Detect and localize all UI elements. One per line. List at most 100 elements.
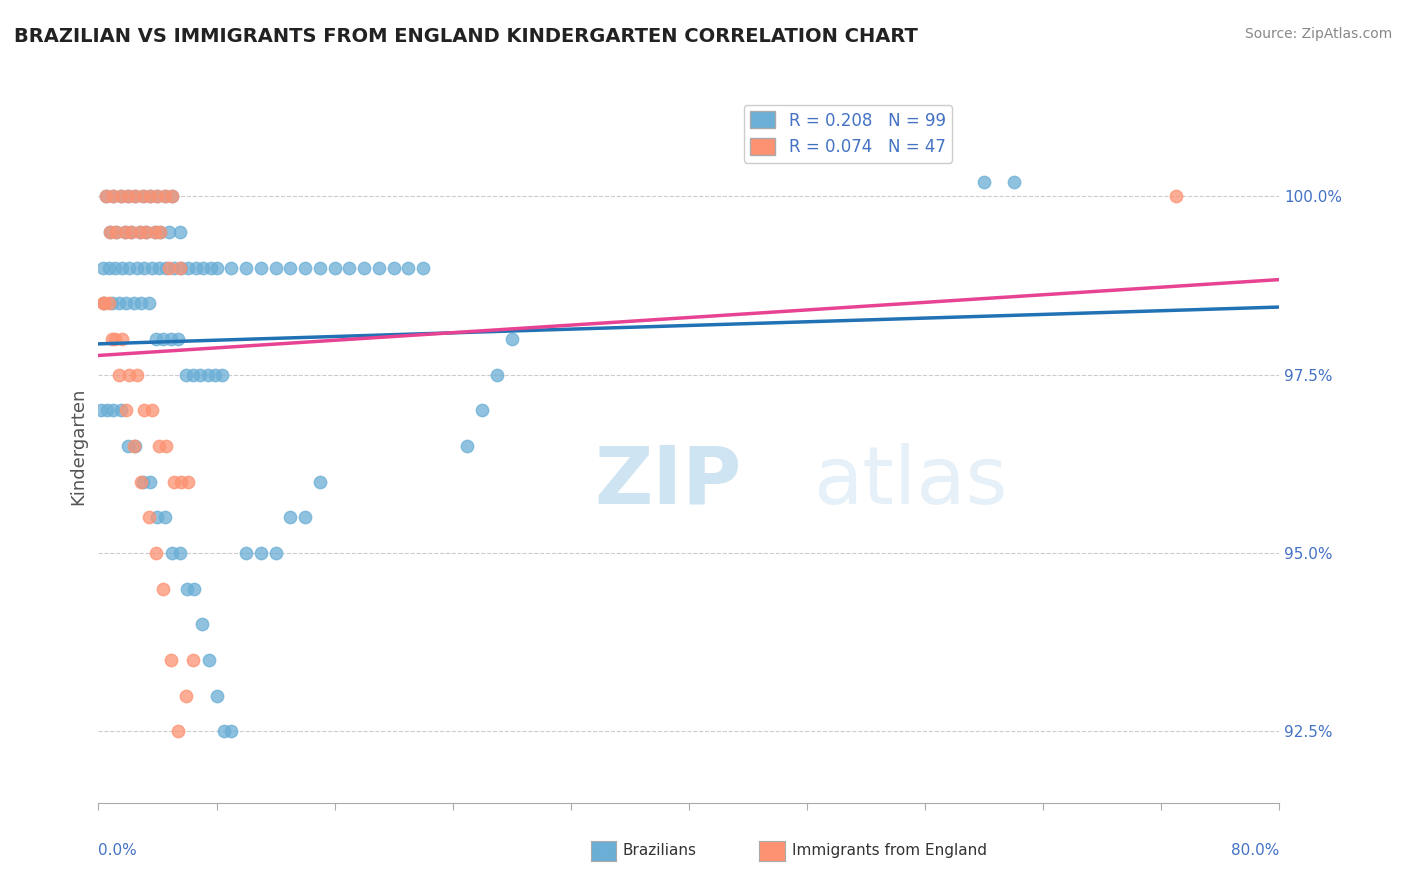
- Point: [177, 260, 200, 275]
- Point: [157, 260, 180, 275]
- Point: [162, 189, 183, 203]
- Point: [152, 582, 174, 596]
- Text: ZIP: ZIP: [595, 442, 742, 521]
- Point: [117, 189, 139, 203]
- Point: [146, 510, 169, 524]
- Point: [205, 689, 228, 703]
- Point: [114, 225, 136, 239]
- Point: [170, 475, 193, 489]
- Point: [157, 225, 180, 239]
- Text: Brazilians: Brazilians: [623, 844, 697, 858]
- Point: [278, 510, 302, 524]
- Point: [93, 296, 115, 310]
- Point: [162, 546, 183, 560]
- Point: [105, 225, 128, 239]
- Point: [110, 189, 132, 203]
- Point: [191, 617, 214, 632]
- Point: [91, 296, 114, 310]
- Point: [91, 260, 114, 275]
- Point: [1164, 189, 1187, 203]
- Point: [212, 724, 235, 739]
- Point: [125, 368, 148, 382]
- Text: 0.0%: 0.0%: [98, 843, 138, 858]
- Point: [159, 653, 181, 667]
- Point: [111, 332, 134, 346]
- Point: [122, 439, 145, 453]
- Point: [412, 260, 434, 275]
- Point: [124, 439, 146, 453]
- Point: [188, 368, 211, 382]
- Point: [132, 189, 155, 203]
- Point: [98, 225, 121, 239]
- Point: [353, 260, 375, 275]
- Point: [155, 260, 177, 275]
- Point: [141, 260, 163, 275]
- Point: [100, 332, 122, 346]
- Point: [120, 225, 142, 239]
- Point: [250, 546, 273, 560]
- Point: [114, 225, 136, 239]
- Point: [124, 189, 146, 203]
- Point: [132, 475, 155, 489]
- Text: atlas: atlas: [813, 442, 1007, 521]
- Point: [129, 475, 152, 489]
- Point: [146, 189, 169, 203]
- Point: [105, 225, 128, 239]
- Point: [90, 403, 112, 417]
- Point: [135, 225, 157, 239]
- Point: [125, 260, 148, 275]
- Point: [176, 582, 198, 596]
- Point: [97, 296, 120, 310]
- Point: [181, 368, 204, 382]
- Point: [155, 439, 177, 453]
- Point: [138, 296, 160, 310]
- Point: [278, 260, 302, 275]
- Point: [323, 260, 346, 275]
- Point: [141, 403, 163, 417]
- Point: [197, 368, 219, 382]
- Point: [115, 403, 138, 417]
- Point: [309, 260, 332, 275]
- Text: Immigrants from England: Immigrants from England: [792, 844, 987, 858]
- Point: [167, 724, 190, 739]
- Point: [235, 260, 257, 275]
- Point: [128, 225, 150, 239]
- Point: [145, 332, 167, 346]
- Point: [1002, 175, 1025, 189]
- Point: [103, 189, 125, 203]
- Point: [152, 332, 174, 346]
- Point: [973, 175, 995, 189]
- Point: [204, 368, 226, 382]
- Point: [115, 296, 138, 310]
- Point: [94, 189, 117, 203]
- Point: [200, 260, 222, 275]
- Point: [110, 403, 132, 417]
- Point: [149, 225, 172, 239]
- Point: [309, 475, 332, 489]
- Point: [153, 189, 176, 203]
- Point: [211, 368, 233, 382]
- Point: [181, 653, 204, 667]
- Point: [146, 189, 169, 203]
- Point: [148, 439, 170, 453]
- Point: [169, 546, 191, 560]
- Point: [108, 368, 131, 382]
- Point: [294, 510, 316, 524]
- Point: [198, 653, 221, 667]
- Point: [174, 689, 197, 703]
- Point: [148, 260, 170, 275]
- Text: BRAZILIAN VS IMMIGRANTS FROM ENGLAND KINDERGARTEN CORRELATION CHART: BRAZILIAN VS IMMIGRANTS FROM ENGLAND KIN…: [14, 27, 918, 45]
- Point: [120, 225, 142, 239]
- Point: [98, 225, 121, 239]
- Point: [134, 260, 156, 275]
- Point: [129, 296, 152, 310]
- Point: [124, 189, 146, 203]
- Point: [143, 225, 166, 239]
- Point: [128, 225, 150, 239]
- Point: [132, 189, 155, 203]
- Point: [100, 296, 122, 310]
- Point: [486, 368, 509, 382]
- Point: [94, 189, 117, 203]
- Point: [93, 296, 115, 310]
- Point: [159, 332, 181, 346]
